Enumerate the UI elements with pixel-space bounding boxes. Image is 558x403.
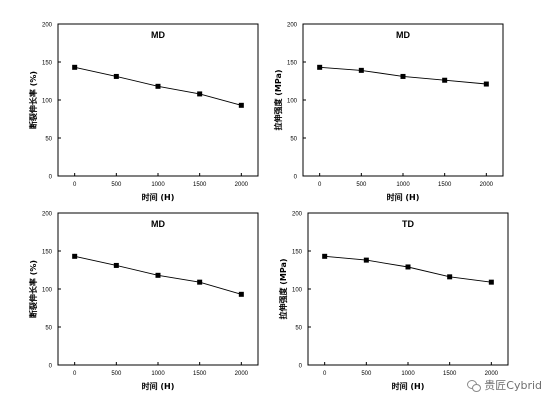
watermark: 贵匠Cybrid bbox=[467, 377, 542, 393]
y-tick-label: 150 bbox=[42, 250, 53, 256]
data-point bbox=[363, 257, 369, 263]
data-point bbox=[447, 274, 453, 280]
y-axis-label: 拉伸强度 (MPa) bbox=[278, 258, 288, 319]
y-tick-label: 100 bbox=[42, 288, 53, 294]
x-tick-label: 1000 bbox=[401, 371, 415, 377]
y-tick-label: 100 bbox=[287, 99, 298, 105]
y-tick-label: 0 bbox=[294, 175, 298, 181]
plot-frame bbox=[57, 23, 259, 177]
x-tick-label: 1500 bbox=[443, 371, 457, 377]
y-tick-label: 50 bbox=[290, 137, 297, 143]
data-point bbox=[405, 264, 411, 270]
x-tick-label: 0 bbox=[323, 371, 327, 377]
x-tick-label: 1500 bbox=[438, 182, 452, 188]
data-point bbox=[197, 91, 203, 97]
x-tick-label: 500 bbox=[111, 371, 122, 377]
y-tick-label: 150 bbox=[292, 250, 303, 256]
x-tick-label: 1000 bbox=[151, 371, 165, 377]
y-tick-label: 200 bbox=[42, 212, 53, 218]
data-point bbox=[238, 291, 244, 297]
y-tick-label: 0 bbox=[299, 364, 303, 370]
chart-title: TD bbox=[402, 219, 414, 229]
data-point bbox=[72, 64, 78, 70]
x-tick-label: 1500 bbox=[193, 182, 207, 188]
y-tick-label: 0 bbox=[49, 175, 53, 181]
y-tick-label: 50 bbox=[295, 326, 302, 332]
y-axis-label: 断裂伸长率 (%) bbox=[28, 71, 38, 129]
x-axis-label: 时间 (H) bbox=[387, 192, 420, 202]
y-tick-label: 100 bbox=[42, 99, 53, 105]
x-tick-label: 2000 bbox=[235, 371, 249, 377]
data-point bbox=[155, 272, 161, 278]
x-axis-label: 时间 (H) bbox=[392, 381, 425, 391]
x-tick-label: 2000 bbox=[235, 182, 249, 188]
y-tick-label: 150 bbox=[287, 61, 298, 67]
y-tick-label: 200 bbox=[42, 23, 53, 29]
x-tick-label: 1500 bbox=[193, 371, 207, 377]
x-tick-label: 0 bbox=[73, 371, 77, 377]
data-point bbox=[400, 73, 406, 79]
data-point bbox=[358, 67, 364, 73]
data-point bbox=[488, 279, 494, 285]
data-point bbox=[197, 279, 203, 285]
x-tick-label: 0 bbox=[318, 182, 322, 188]
wechat-icon bbox=[467, 379, 482, 392]
x-tick-label: 0 bbox=[73, 182, 77, 188]
plot-frame bbox=[302, 23, 504, 177]
data-point bbox=[317, 64, 323, 70]
chart-title: MD bbox=[151, 219, 165, 229]
plot-frame bbox=[57, 212, 259, 366]
x-tick-label: 2000 bbox=[480, 182, 494, 188]
y-tick-label: 200 bbox=[287, 23, 298, 29]
x-tick-label: 1000 bbox=[151, 182, 165, 188]
x-tick-label: 500 bbox=[111, 182, 122, 188]
data-point bbox=[322, 253, 328, 259]
y-tick-label: 50 bbox=[45, 326, 52, 332]
x-axis-label: 时间 (H) bbox=[142, 192, 175, 202]
chart-title: MD bbox=[151, 30, 165, 40]
x-tick-label: 1000 bbox=[396, 182, 410, 188]
y-tick-label: 0 bbox=[49, 364, 53, 370]
y-tick-label: 150 bbox=[42, 61, 53, 67]
chart-title: MD bbox=[396, 30, 410, 40]
data-point bbox=[72, 253, 78, 259]
data-point bbox=[483, 81, 489, 87]
data-point bbox=[113, 73, 119, 79]
watermark-text: 贵匠Cybrid bbox=[484, 379, 542, 392]
data-point bbox=[155, 83, 161, 89]
x-tick-label: 2000 bbox=[485, 371, 499, 377]
data-point bbox=[113, 262, 119, 268]
data-point bbox=[238, 102, 244, 108]
x-tick-label: 500 bbox=[361, 371, 372, 377]
plot-frame bbox=[307, 212, 509, 366]
x-axis-label: 时间 (H) bbox=[142, 381, 175, 391]
y-axis-label: 断裂伸长率 (%) bbox=[28, 260, 38, 318]
data-point bbox=[442, 77, 448, 83]
y-tick-label: 50 bbox=[45, 137, 52, 143]
y-tick-label: 200 bbox=[292, 212, 303, 218]
y-axis-label: 拉伸强度 (MPa) bbox=[273, 69, 283, 130]
x-tick-label: 500 bbox=[356, 182, 367, 188]
y-tick-label: 100 bbox=[292, 288, 303, 294]
